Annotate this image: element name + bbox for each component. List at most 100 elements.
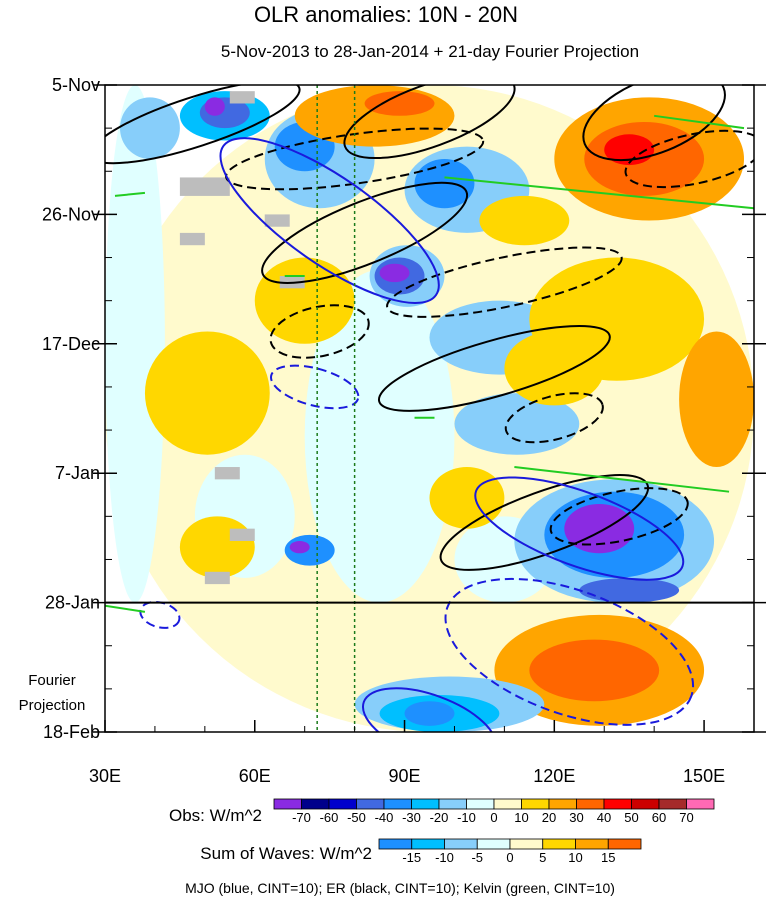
olr-anomaly-patch-33 [144,331,270,455]
er-contour-pos-2 [377,325,611,412]
waves-colorbar-tick-label-4: 5 [539,850,546,865]
mjo-contour-pos-14 [361,687,498,732]
olr-anomaly-patch-5 [119,97,180,159]
waves-colorbar-tick-label-3: 0 [506,850,513,865]
obs-colorbar-swatch-9 [521,798,550,810]
obs-colorbar-tick-label-6: -10 [457,810,476,825]
er-contour-pos-3 [439,474,650,571]
fourier-label-line1: Fourier [28,672,76,689]
obs-colorbar-swatch-15 [686,798,715,810]
mjo-contour-pos-12 [219,137,440,304]
waves-colorbar-swatch-7 [607,838,642,850]
obs-colorbar-tick-label-0: -70 [292,810,311,825]
y-tick-label-4: 28-Jan [45,593,100,613]
plot-frame [104,84,755,733]
obs-colorbar-tick-label-14: 70 [679,810,693,825]
y-tick-label-3: 7-Jan [55,463,100,483]
obs-colorbar-swatch-1 [301,798,330,810]
er-contour-neg-9 [504,392,604,444]
waves-colorbar-swatch-1 [411,838,445,850]
mjo-contour-pos-13 [474,476,685,581]
fourier-label-line2: Projection [19,697,86,714]
kelvin-contour-0 [114,191,146,197]
x-tick-label-3: 120E [533,766,575,786]
missing-data-block-2 [179,232,205,246]
obs-colorbar-swatch-14 [658,798,687,810]
waves-colorbar-swatch-0 [378,838,413,850]
er-contour-neg-7 [269,304,370,359]
missing-data-block-3 [264,214,290,227]
missing-data-block-0 [229,91,255,104]
obs-colorbar-tick-label-11: 40 [597,810,611,825]
olr-anomaly-patch-20 [564,504,635,554]
obs-colorbar-tick-label-7: 0 [490,810,497,825]
obs-colorbar-swatch-8 [493,798,522,810]
missing-data-block-6 [229,528,255,541]
obs-colorbar-swatch-0 [273,798,302,810]
obs-colorbar-swatch-11 [576,798,605,810]
olr-anomaly-patch-35 [429,467,505,529]
obs-colorbar-swatch-3 [356,798,385,810]
olr-anomaly-patch-25 [364,91,435,116]
obs-colorbar-tick-label-2: -50 [347,810,366,825]
obs-colorbar-swatch-5 [411,798,440,810]
olr-anomaly-patch-17 [454,393,580,455]
kelvin-contour-2 [654,114,745,130]
obs-colorbar-swatch-10 [548,798,577,810]
waves-colorbar-label: Sum of Waves: W/m^2 [200,844,372,863]
y-tick-label-0: 5-Nov [52,75,100,95]
olr-anomaly-patch-2 [304,269,455,603]
missing-data-block-1 [179,177,230,196]
x-tick-label-4: 150E [683,766,725,786]
x-tick-label-1: 60E [239,766,271,786]
waves-colorbar-tick-label-6: 15 [601,850,615,865]
obs-colorbar-swatch-12 [603,798,632,810]
kelvin-contour-3 [514,466,730,493]
chart-subtitle: 5-Nov-2013 to 28-Jan-2014 + 21-day Fouri… [221,42,639,61]
mjo-contour-neg-15 [270,364,360,410]
obs-colorbar-tick-label-12: 50 [624,810,638,825]
obs-colorbar-swatch-2 [328,798,357,810]
waves-colorbar-tick-label-2: -5 [471,850,483,865]
y-tick-label-1: 26-Nov [42,204,100,224]
plot-area [105,85,754,732]
mjo-contour-neg-16 [444,577,695,726]
obs-colorbar-swatch-4 [383,798,412,810]
olr-anomaly-patch-29 [254,257,355,344]
kelvin-contour-4 [105,604,146,613]
olr-anomaly-patch-38 [529,639,660,702]
plot-border [104,84,755,733]
olr-anomaly-patch-24 [294,85,455,147]
olr-anomaly-patch-23 [579,577,680,603]
obs-colorbar-label: Obs: W/m^2 [169,806,262,825]
waves-colorbar-swatch-6 [575,838,609,850]
olr-anomaly-patch-30 [479,195,570,246]
x-tick-label-2: 90E [389,766,421,786]
x-tick-label-0: 30E [89,766,121,786]
olr-anomaly-patch-36 [179,516,255,578]
obs-colorbar-tick-label-4: -30 [402,810,421,825]
er-contour-neg-8 [386,246,623,318]
er-contour-pos-1 [261,181,469,284]
obs-colorbar-swatch-13 [631,798,660,810]
legend-footer: MJO (blue, CINT=10); ER (black, CINT=10)… [185,880,615,896]
er-contour-pos-4 [582,85,726,162]
waves-colorbar-tick-label-5: 10 [568,850,582,865]
y-tick-label-5: 18-Feb [43,722,100,742]
olr-anomaly-patch-41 [404,701,455,726]
missing-data-block-7 [204,571,230,585]
wave-contours [105,85,754,732]
obs-colorbar-tick-label-5: -20 [430,810,449,825]
er-contour-neg-11 [624,129,754,189]
chart-title: OLR anomalies: 10N - 20N [254,2,518,27]
waves-colorbar-swatch-4 [509,838,544,850]
obs-colorbar-tick-label-8: 10 [514,810,528,825]
olr-anomaly-patch-8 [204,97,225,116]
obs-colorbar-swatch-7 [466,798,495,810]
er-contour-pos-0 [105,85,301,165]
y-axis: 5-Nov 26-Nov 17-Dec 7-Jan 28-Jan 18-Feb [42,75,766,742]
obs-colorbar-tick-label-1: -60 [320,810,339,825]
er-contour-neg-10 [549,487,689,546]
waves-colorbar-tick-label-0: -15 [402,850,421,865]
